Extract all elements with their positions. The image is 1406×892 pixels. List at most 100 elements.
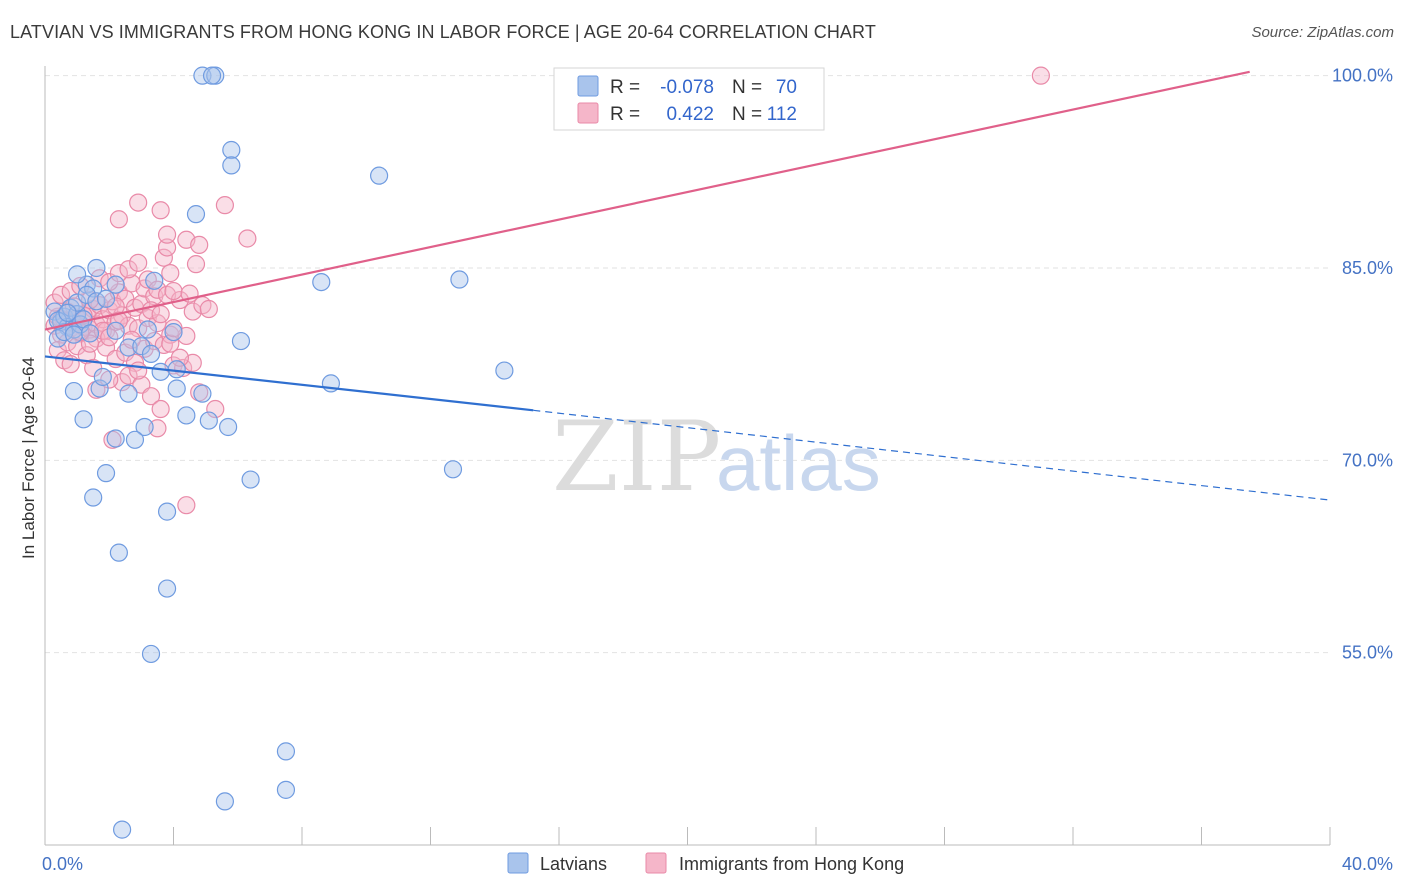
source-label: Source: ZipAtlas.com [1251, 24, 1394, 41]
latvian-point [64, 325, 84, 344]
latvians-trend-extension [533, 409, 1331, 501]
hongkong-point [109, 210, 128, 229]
latvian-point [109, 543, 128, 562]
hongkong-point [157, 238, 177, 257]
latvian-point [450, 270, 469, 289]
latvian-point [125, 430, 145, 449]
legend-n-value-hongkong: 112 [767, 104, 797, 125]
bottom-swatch-hongkong [645, 852, 667, 874]
latvian-point [90, 379, 109, 398]
x-tick-label-1: 40.0% [1342, 854, 1393, 874]
bottom-swatch-latvians [507, 852, 529, 874]
latvian-point [202, 66, 222, 85]
latvian-point [112, 820, 132, 839]
latvian-point [312, 272, 331, 292]
hongkong-point [129, 361, 148, 380]
latvian-point [135, 417, 154, 437]
latvian-point [177, 406, 196, 425]
hongkong-point [157, 225, 177, 244]
latvian-point [186, 205, 206, 224]
latvian-point [68, 265, 87, 284]
axes [44, 66, 1331, 846]
latvians-trend-line [44, 355, 534, 412]
latvian-point [151, 362, 170, 381]
latvian-point [370, 166, 389, 185]
bottom-legend-latvians: Latvians [540, 854, 607, 874]
hongkong-point [119, 366, 138, 385]
hongkong-point [206, 399, 225, 419]
hongkong-point [186, 255, 206, 274]
legend-r-label-latvians: R = [610, 77, 640, 98]
bottom-legend-hongkong: Immigrants from Hong Kong [679, 854, 904, 874]
latvian-point [241, 470, 260, 489]
legend-swatch-hongkong [577, 102, 599, 124]
hongkong-point [161, 334, 180, 353]
y-axis-title: In Labor Force | Age 20-64 [19, 357, 38, 559]
latvian-point [106, 275, 125, 294]
trend-lines [44, 70, 1331, 501]
legend-box [553, 67, 825, 131]
y-tick-label-3: 55.0% [1342, 643, 1393, 663]
legend-n-value-latvians: 70 [776, 77, 797, 98]
series-latvians-points [45, 66, 514, 839]
hongkong-trend-line [44, 70, 1250, 331]
latvian-point [495, 361, 514, 380]
chart-title: LATVIAN VS IMMIGRANTS FROM HONG KONG IN … [10, 22, 876, 42]
latvian-point [87, 258, 106, 278]
legend-swatch-latvians [577, 75, 599, 97]
latvian-point [106, 429, 125, 448]
latvian-point [84, 488, 103, 507]
legend-n-label-latvians: N = [732, 77, 762, 98]
latvian-point [132, 337, 151, 356]
hongkong-point [51, 285, 71, 305]
tick-labels: 100.0% 85.0% 70.0% 55.0% 0.0% 40.0% [42, 66, 1393, 874]
series-hongkong-points [45, 66, 1050, 515]
latvian-point [141, 644, 161, 664]
hongkong-point [164, 319, 183, 338]
watermark-atlas: atlas [716, 419, 881, 507]
latvian-point [157, 579, 177, 598]
legend-r-value-latvians: -0.078 [660, 77, 714, 98]
hongkong-point [119, 260, 138, 279]
latvian-point [199, 411, 218, 430]
hongkong-point [129, 253, 148, 272]
hongkong-point [238, 229, 257, 248]
watermark-zip: ZIP [552, 401, 721, 513]
hongkong-point [129, 193, 148, 212]
latvian-point [96, 289, 116, 308]
y-tick-label-2: 70.0% [1342, 450, 1393, 470]
latvian-point [164, 322, 183, 342]
latvian-point [219, 417, 238, 437]
watermark: ZIP atlas [552, 401, 881, 513]
hongkong-point [151, 399, 170, 419]
latvian-point [77, 285, 96, 305]
y-tick-label-0: 100.0% [1332, 66, 1393, 86]
latvian-point [145, 271, 164, 290]
hongkong-point [190, 235, 209, 255]
latvian-point [276, 742, 296, 761]
latvian-point [222, 140, 241, 160]
latvian-point [193, 384, 212, 403]
latvian-point [193, 66, 212, 85]
latvian-point [96, 464, 116, 483]
legend-n-label-hongkong: N = [732, 104, 762, 125]
hongkong-point [109, 311, 128, 330]
latvian-point [58, 303, 77, 322]
latvian-point [93, 367, 112, 387]
latvian-point [443, 460, 463, 479]
hongkong-point [170, 348, 190, 367]
latvian-point [64, 381, 84, 401]
latvian-point [157, 502, 177, 521]
hongkong-point [151, 201, 170, 220]
latvian-point [231, 331, 251, 351]
legend-r-value-hongkong: 0.422 [666, 104, 714, 125]
latvian-point [276, 780, 296, 799]
latvian-point [80, 324, 100, 343]
hongkong-point [177, 496, 196, 515]
latvian-point [222, 156, 241, 175]
latvian-point [74, 410, 93, 429]
hongkong-point [164, 281, 183, 301]
hongkong-point [161, 264, 180, 283]
latvian-point [119, 384, 138, 403]
